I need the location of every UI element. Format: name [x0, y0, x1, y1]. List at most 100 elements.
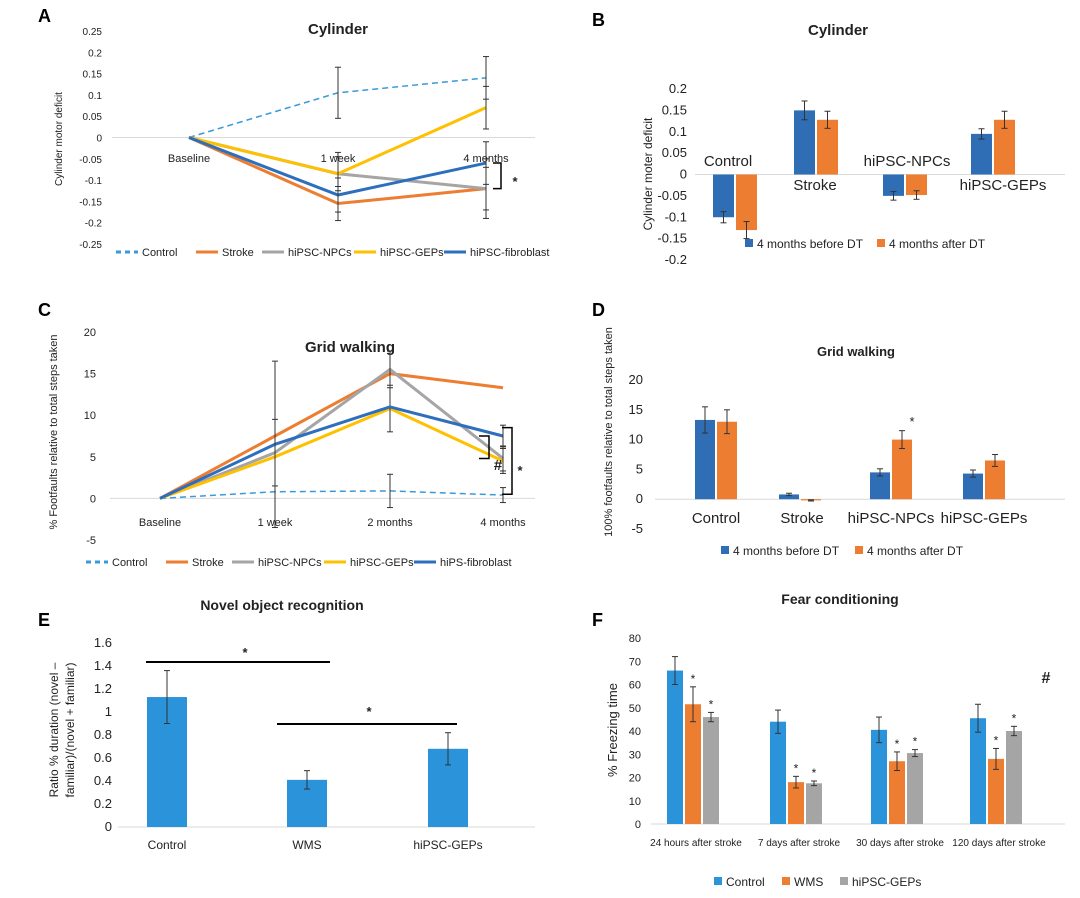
chart-c-series-line	[159, 490, 504, 500]
chart-b-xtick-label: hiPSC-GEPs	[960, 177, 1047, 194]
chart-a-legend-label: hiPSC-GEPs	[380, 247, 444, 259]
chart-f-bar	[889, 761, 905, 824]
chart-f-ytick-label: 40	[629, 726, 641, 738]
chart-e-ytick-label: 1.6	[94, 635, 112, 650]
chart-b-legend-swatch	[877, 239, 885, 247]
chart-b-ytick-label: 0.05	[662, 145, 687, 160]
chart-f-ytick-label: 30	[629, 749, 641, 761]
chart-d-xtick-label: hiPSC-NPCs	[848, 510, 935, 527]
chart-b-ytick-label: -0.1	[665, 209, 687, 224]
chart-e-ytick-label: 0.4	[94, 773, 112, 788]
chart-f-annotation: *	[794, 761, 799, 775]
chart-f-annotation: *	[709, 697, 714, 711]
chart-b-bar	[906, 174, 927, 196]
chart-a-ytick-label: -0.15	[79, 197, 102, 208]
chart-a-legend-label: Stroke	[222, 247, 254, 259]
chart-f-xtick-label: 7 days after stroke	[758, 838, 841, 849]
chart-f-xtick-label: 24 hours after stroke	[650, 838, 742, 849]
chart-c-xtick-label: Baseline	[139, 517, 181, 529]
chart-b-ytick-label: 0.1	[669, 124, 687, 139]
chart-c-xtick-label: 2 months	[367, 517, 413, 529]
chart-d-ytick-label: 20	[629, 372, 643, 387]
chart-e-ytick-label: 1.4	[94, 658, 112, 673]
chart-b-ytick-label: 0	[680, 167, 687, 182]
chart-c-annotation: #	[494, 457, 503, 474]
chart-b-bar	[794, 110, 815, 175]
chart-b-ylabel: Cylinder moter deficit	[641, 117, 655, 230]
chart-c-series-line	[159, 367, 504, 500]
chart-d-bar	[717, 421, 737, 500]
chart-b-ytick-label: -0.15	[657, 231, 687, 246]
chart-b-bar	[971, 133, 992, 175]
chart-f-legend-label: WMS	[794, 875, 823, 889]
chart-d-xtick-label: Control	[692, 510, 740, 527]
chart-d-bar	[695, 419, 715, 500]
chart-b-bar	[817, 119, 838, 175]
chart-b-title: Cylinder	[808, 22, 868, 39]
chart-d-legend-label: 4 months after DT	[867, 544, 964, 558]
chart-a-ytick-label: -0.2	[85, 219, 103, 230]
chart-f-ytick-label: 50	[629, 703, 641, 715]
chart-e-ytick-label: 1.2	[94, 681, 112, 696]
chart-f-legend-swatch	[714, 877, 722, 885]
chart-c-ytick-label: 5	[90, 452, 96, 464]
chart-a-ytick-label: 0.25	[83, 27, 103, 38]
chart-f-annotation: *	[1012, 711, 1017, 725]
chart-b-legend-label: 4 months before DT	[757, 237, 864, 251]
chart-d-xtick-label: hiPSC-GEPs	[941, 510, 1028, 527]
panel-letter-c: C	[38, 300, 51, 320]
panel-letter-d: D	[592, 300, 605, 320]
chart-d-annotation: *	[909, 414, 914, 429]
chart-a-ytick-label: 0.1	[88, 91, 102, 102]
panel-letter-b: B	[592, 10, 605, 30]
chart-c-sig-bracket	[479, 435, 490, 460]
chart-f-annotation: #	[1042, 670, 1051, 687]
chart-f-xtick-label: 30 days after stroke	[856, 838, 944, 849]
chart-f-legend-label: Control	[726, 875, 765, 889]
chart-b-ytick-label: -0.2	[665, 252, 687, 267]
chart-c-annotation: *	[517, 463, 523, 478]
chart-c-legend-label: hiPS-fibroblast	[440, 557, 512, 569]
chart-f-annotation: *	[691, 672, 696, 686]
chart-c-ytick-label: 10	[84, 410, 96, 422]
chart-b-ytick-label: 0.2	[669, 81, 687, 96]
chart-d-ytick-label: 10	[629, 432, 643, 447]
chart-f-bar	[907, 753, 923, 824]
chart-d-bar	[779, 494, 799, 500]
chart-b-ytick-label: -0.05	[657, 188, 687, 203]
chart-b-bar	[736, 174, 757, 231]
chart-c-ytick-label: 20	[84, 327, 96, 339]
chart-e-ytick-label: 0.2	[94, 796, 112, 811]
chart-f-title: Fear conditioning	[781, 591, 898, 607]
chart-f-ylabel: % Freezing time	[605, 683, 620, 777]
chart-a-legend-label: Control	[142, 247, 177, 259]
chart-a-ytick-label: -0.1	[85, 176, 103, 187]
chart-f-ytick-label: 80	[629, 633, 641, 645]
chart-f-legend-label: hiPSC-GEPs	[852, 875, 921, 889]
panel-letter-f: F	[592, 610, 603, 630]
chart-c-series-line	[159, 405, 504, 500]
chart-f-legend-swatch	[782, 877, 790, 885]
chart-f-bar	[703, 717, 719, 824]
chart-b-xtick-label: Control	[704, 153, 752, 170]
chart-e-title: Novel object recognition	[200, 597, 363, 613]
chart-b-bar	[994, 119, 1015, 175]
chart-d-title: Grid walking	[817, 344, 895, 359]
chart-f-legend-swatch	[840, 877, 848, 885]
panel-letter-e: E	[38, 610, 51, 630]
chart-d-bar	[985, 460, 1005, 500]
chart-f-bar	[806, 783, 822, 824]
chart-a-xtick-label: Baseline	[168, 153, 210, 165]
chart-f-annotation: *	[994, 733, 999, 747]
chart-a-ylabel: Cylinder motor deficit	[54, 92, 65, 186]
chart-e-annotation: *	[366, 704, 372, 719]
chart-f-annotation: *	[913, 735, 918, 749]
chart-d-bar	[870, 472, 890, 500]
chart-b-xtick-label: hiPSC-NPCs	[864, 153, 951, 170]
chart-e-ylabel: familiar)/(novel + familiar)	[63, 662, 77, 797]
chart-f-ytick-label: 0	[635, 819, 641, 831]
chart-e-ytick-label: 0.8	[94, 727, 112, 742]
chart-e-xtick-label: WMS	[292, 838, 321, 852]
chart-f-bar	[685, 704, 701, 824]
